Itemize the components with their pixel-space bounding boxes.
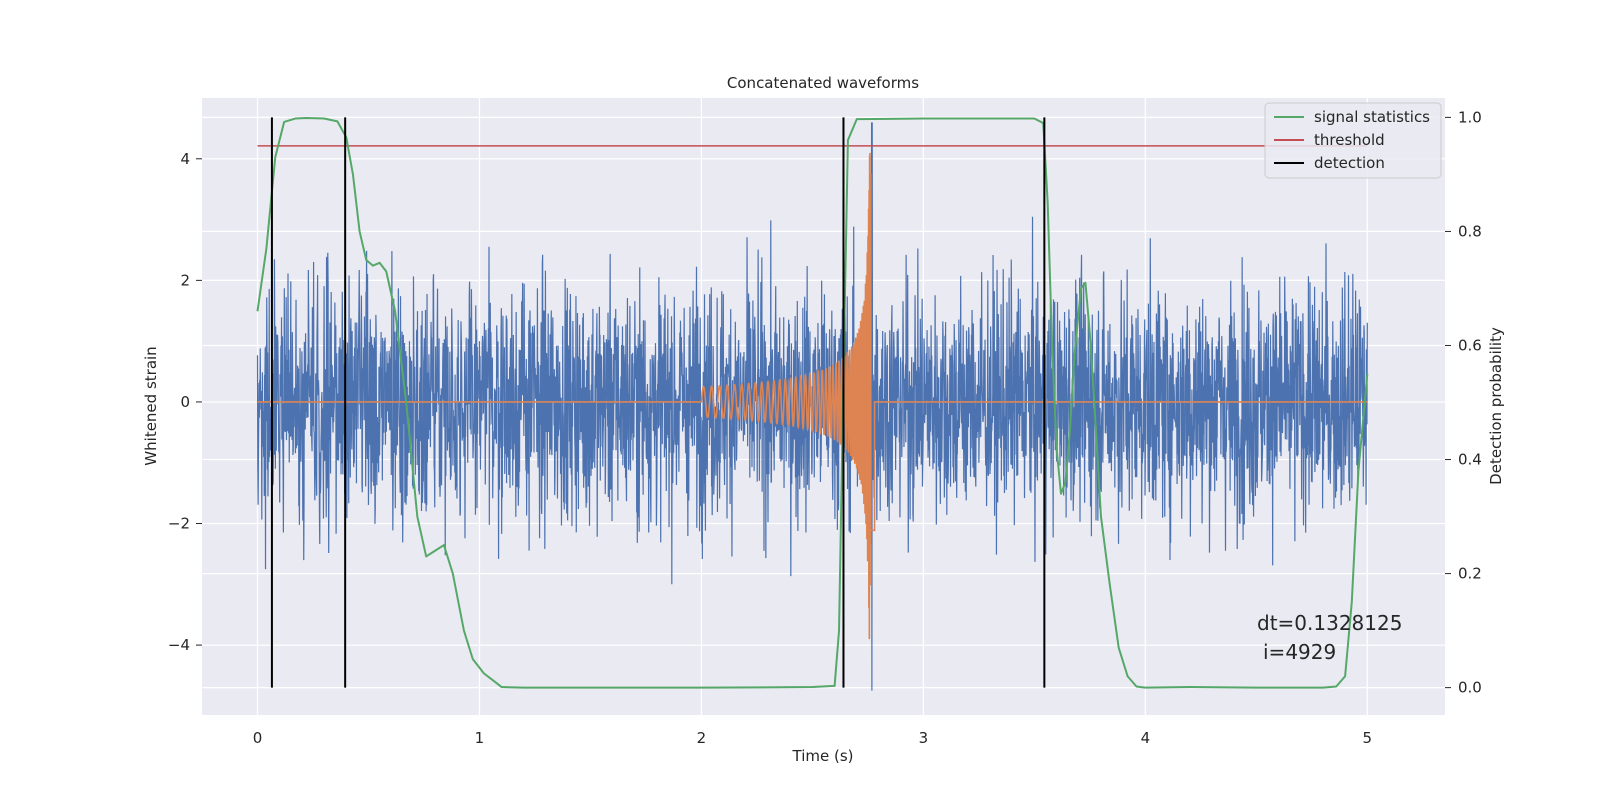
legend-label: threshold [1314, 131, 1385, 149]
y-tick-label: −4 [168, 636, 190, 654]
x-tick-label: 5 [1363, 729, 1373, 747]
y2-tick-label: 0.4 [1458, 451, 1482, 469]
y-tick-label: 2 [180, 271, 190, 289]
y-tick-label: 4 [180, 150, 190, 168]
legend-label: signal statistics [1314, 108, 1430, 126]
x-axis-label: Time (s) [792, 747, 854, 765]
y2-tick-label: 0.6 [1458, 336, 1482, 354]
y2-tick-label: 0.8 [1458, 222, 1482, 240]
x-tick-label: 2 [697, 729, 707, 747]
y2-tick-label: 1.0 [1458, 108, 1482, 126]
series-layer [256, 116, 1369, 691]
x-tick-label: 0 [253, 729, 263, 747]
signal-statistics-line [256, 116, 1369, 689]
y2-axis-label: Detection probability [1487, 327, 1505, 485]
noise-series-line [256, 122, 1368, 691]
annotation-i: i=4929 [1263, 640, 1336, 664]
axes-text: 0 1 2 3 4 5 −4 −2 0 2 4 0.0 0.2 0.4 0.6 0.8 1.0 [168, 108, 1482, 747]
legend-label: detection [1314, 154, 1385, 172]
y-axis-label: Whitened strain [142, 346, 160, 465]
y2-tick-label: 0.0 [1458, 679, 1482, 697]
x-tick-label: 4 [1141, 729, 1151, 747]
x-tick-label: 1 [475, 729, 485, 747]
annotation-dt: dt=0.1328125 [1257, 611, 1402, 635]
legend-box [1264, 102, 1442, 179]
x-tick-label: 3 [919, 729, 929, 747]
y-tick-label: −2 [168, 515, 190, 533]
legend: signal statistics threshold detection [1264, 102, 1442, 179]
chart-title: Concatenated waveforms [727, 74, 919, 92]
chirp-series-line [257, 152, 1368, 640]
y2-tick-label: 0.2 [1458, 565, 1482, 583]
y-tick-label: 0 [180, 393, 190, 411]
